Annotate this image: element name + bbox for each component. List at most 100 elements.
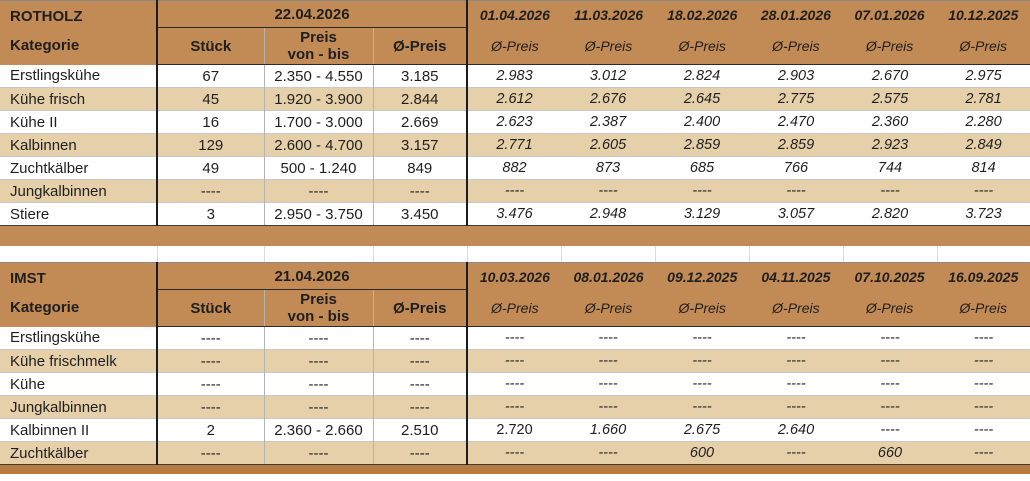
history-price-cell: ----: [749, 441, 844, 465]
history-avg-label: Ø-Preis: [772, 300, 820, 316]
history-price-cell: ----: [561, 372, 656, 396]
stueck-cell: ----: [157, 349, 265, 373]
history-price-cell: ----: [937, 372, 1030, 396]
table-row: Kühe ---- ---- ---- ---- ---- ---- ---- ---- ----: [0, 372, 1030, 396]
history-price-cell: 2.470: [749, 110, 844, 134]
history-price-cell: ----: [843, 326, 938, 350]
preis-range-cell: 1.700 - 3.000: [264, 110, 374, 134]
avg-price-cell: 849: [373, 156, 469, 180]
avg-price-cell: 2.669: [373, 110, 469, 134]
preis-range-header: Preis von - bis: [264, 27, 374, 65]
history-price-cell: ----: [655, 326, 750, 350]
tables-container: ROTHOLZ Kategorie 22.04.2026 01.04.2026 11.0…: [0, 0, 1030, 465]
stueck-cell: ----: [157, 395, 265, 419]
stueck-cell: ----: [157, 441, 265, 465]
stueck-cell: 67: [157, 64, 265, 88]
gridline: [373, 246, 374, 262]
header-row-top: ROTHOLZ Kategorie 22.04.2026 01.04.2026 11.0…: [0, 0, 1030, 65]
avg-price-cell: ----: [373, 349, 469, 373]
current-date: 21.04.2026: [157, 262, 469, 290]
kategorie-cell: Kalbinnen: [0, 133, 158, 157]
history-price-cell: 882: [467, 156, 562, 180]
history-price-cell: 2.923: [843, 133, 938, 157]
avg-price-cell: 2.844: [373, 87, 469, 111]
history-avg-label: Ø-Preis: [678, 300, 726, 316]
table-row: Erstlingskühe 67 2.350 - 4.550 3.185 2.983 3.…: [0, 64, 1030, 88]
history-price-cell: 2.670: [843, 64, 938, 88]
stueck-cell: ----: [157, 179, 265, 203]
history-date: 28.01.2026: [760, 6, 831, 23]
history-price-cell: 685: [655, 156, 750, 180]
table-title-inner: ROTHOLZ Kategorie: [0, 1, 156, 59]
history-price-cell: ----: [467, 372, 562, 396]
gridline: [749, 246, 750, 262]
history-price-cell: 3.476: [467, 202, 562, 226]
avg-price-cell: 3.450: [373, 202, 469, 226]
preis-range-cell: ----: [264, 179, 374, 203]
table-row: Kühe frisch 45 1.920 - 3.900 2.844 2.612 2.67…: [0, 87, 1030, 111]
history-header: 10.03.2026 08.01.2026 09.12.2025 04.11.2025…: [467, 262, 1030, 327]
history-price-cell: 3.012: [561, 64, 656, 88]
history-price-cell: ----: [843, 349, 938, 373]
history-price-cell: 766: [749, 156, 844, 180]
history-price-cell: 814: [937, 156, 1030, 180]
history-price-cell: ----: [561, 326, 656, 350]
stueck-cell: 49: [157, 156, 265, 180]
current-date: 22.04.2026: [157, 0, 469, 28]
history-avg-label: Ø-Preis: [491, 300, 539, 316]
avg-price-cell: 3.157: [373, 133, 469, 157]
history-price-cell: 2.775: [749, 87, 844, 111]
history-price-cell: 2.623: [467, 110, 562, 134]
preis-range-header: Preis von - bis: [264, 289, 374, 327]
preis-range-cell: 2.950 - 3.750: [264, 202, 374, 226]
stueck-cell: 45: [157, 87, 265, 111]
table-row: Zuchtkälber ---- ---- ---- ---- ---- 600 ---- 66…: [0, 441, 1030, 465]
history-date: 10.03.2026: [479, 268, 550, 285]
table-row: Erstlingskühe ---- ---- ---- ---- ---- ---- ---…: [0, 326, 1030, 350]
stueck-cell: 3: [157, 202, 265, 226]
history-avg-label: Ø-Preis: [584, 38, 633, 54]
history-price-cell: ----: [655, 349, 750, 373]
history-price-cell: 3.723: [937, 202, 1030, 226]
history-price-cell: ----: [655, 179, 750, 203]
preis-range-cell: 1.920 - 3.900: [264, 87, 374, 111]
history-price-cell: ----: [561, 441, 656, 465]
history-price-cell: ----: [937, 418, 1030, 442]
table-row: Jungkalbinnen ---- ---- ---- ---- ---- ---- ---…: [0, 395, 1030, 419]
history-avg-label: Ø-Preis: [678, 38, 726, 54]
history-price-cell: 2.280: [937, 110, 1030, 134]
history-price-cell: ----: [655, 395, 750, 419]
table-row: Kühe II 16 1.700 - 3.000 2.669 2.623 2.387 2.4…: [0, 110, 1030, 134]
history-price-cell: ----: [937, 326, 1030, 350]
kategorie-cell: Kühe: [0, 372, 158, 396]
history-price-cell: ----: [749, 349, 844, 373]
history-price-cell: 2.948: [561, 202, 656, 226]
table-row: Kühe frischmelk ---- ---- ---- ---- ---- ---- -…: [0, 349, 1030, 373]
history-price-cell: 2.849: [937, 133, 1030, 157]
history-price-cell: 873: [561, 156, 656, 180]
history-price-cell: 2.360: [843, 110, 938, 134]
history-price-cell: ----: [749, 372, 844, 396]
history-price-cell: 2.640: [749, 418, 844, 442]
history-price-cell: 2.824: [655, 64, 750, 88]
preis-range-cell: 2.360 - 2.660: [264, 418, 374, 442]
kategorie-cell: Zuchtkälber: [0, 156, 158, 180]
gridline: [157, 246, 158, 262]
history-price-cell: 2.781: [937, 87, 1030, 111]
history-date: 01.04.2026: [479, 6, 550, 23]
history-price-cell: ----: [843, 179, 938, 203]
table-row: Kalbinnen 129 2.600 - 4.700 3.157 2.771 2.605…: [0, 133, 1030, 157]
table-row: Zuchtkälber 49 500 - 1.240 849 882 873 685 766 7…: [0, 156, 1030, 180]
stueck-cell: ----: [157, 372, 265, 396]
history-price-cell: 600: [655, 441, 750, 465]
gridline: [843, 246, 844, 262]
history-avg-label: Ø-Preis: [959, 300, 1007, 316]
preis-range-cell: ----: [264, 349, 374, 373]
history-price-cell: ----: [467, 326, 562, 350]
history-date: 11.03.2026: [574, 6, 644, 23]
preis-range-cell: 500 - 1.240: [264, 156, 374, 180]
table-title-cell: ROTHOLZ Kategorie: [0, 0, 158, 65]
history-price-cell: ----: [467, 395, 562, 419]
preis-range-cell: ----: [264, 372, 374, 396]
history-avg-label: Ø-Preis: [865, 300, 914, 316]
